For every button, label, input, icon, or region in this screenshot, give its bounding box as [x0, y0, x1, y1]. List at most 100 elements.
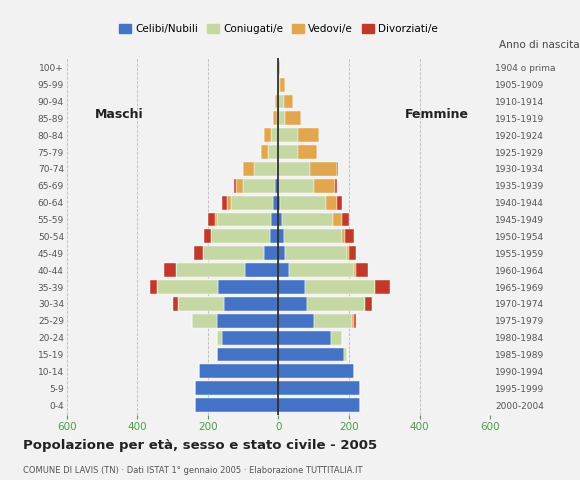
Bar — [271, 128, 278, 142]
Bar — [298, 145, 317, 159]
Bar — [277, 95, 278, 108]
Bar — [217, 331, 222, 345]
Bar — [344, 348, 347, 361]
Bar — [285, 111, 302, 125]
Bar — [284, 229, 342, 243]
Bar — [282, 213, 333, 227]
Bar — [280, 196, 326, 210]
Bar — [277, 162, 278, 176]
Bar — [178, 297, 224, 311]
Bar — [157, 280, 219, 294]
Bar — [356, 263, 368, 277]
Bar — [289, 263, 354, 277]
Bar — [222, 196, 227, 210]
Bar — [278, 263, 289, 277]
Bar — [273, 111, 277, 125]
Text: COMUNE DI LAVIS (TN) · Dati ISTAT 1° gennaio 2005 · Elaborazione TUTTITALIA.IT: COMUNE DI LAVIS (TN) · Dati ISTAT 1° gen… — [23, 466, 362, 475]
Bar — [253, 162, 277, 176]
Text: Anno di nascita: Anno di nascita — [499, 40, 579, 50]
Bar — [264, 128, 271, 142]
Bar — [217, 348, 278, 361]
Bar — [173, 297, 178, 311]
Bar — [277, 111, 278, 125]
Bar — [195, 398, 278, 412]
Bar — [278, 297, 307, 311]
Bar — [353, 314, 354, 328]
Bar — [273, 196, 278, 210]
Bar — [354, 263, 356, 277]
Bar — [284, 95, 292, 108]
Bar — [278, 280, 305, 294]
Bar — [278, 213, 282, 227]
Bar — [234, 179, 236, 192]
Text: Femmine: Femmine — [405, 108, 469, 121]
Bar — [278, 111, 285, 125]
Bar — [219, 280, 278, 294]
Bar — [278, 314, 314, 328]
Bar — [164, 263, 176, 277]
Bar — [333, 213, 342, 227]
Bar — [278, 145, 298, 159]
Bar — [347, 246, 349, 260]
Bar — [349, 246, 356, 260]
Bar — [199, 364, 278, 378]
Bar — [176, 263, 245, 277]
Bar — [278, 196, 280, 210]
Bar — [215, 213, 217, 227]
Bar — [336, 196, 342, 210]
Bar — [211, 229, 270, 243]
Bar — [278, 381, 360, 395]
Bar — [243, 162, 253, 176]
Bar — [342, 229, 346, 243]
Bar — [285, 246, 347, 260]
Bar — [245, 263, 278, 277]
Bar — [278, 229, 284, 243]
Bar — [335, 179, 336, 192]
Bar — [305, 280, 375, 294]
Bar — [314, 179, 335, 192]
Bar — [208, 213, 215, 227]
Bar — [202, 246, 264, 260]
Bar — [204, 229, 211, 243]
Bar — [336, 162, 338, 176]
Bar — [231, 196, 273, 210]
Bar — [270, 229, 278, 243]
Bar — [268, 145, 278, 159]
Bar — [278, 179, 314, 192]
Legend: Celibi/Nubili, Coniugati/e, Vedovi/e, Divorziati/e: Celibi/Nubili, Coniugati/e, Vedovi/e, Di… — [115, 20, 442, 38]
Bar — [217, 314, 278, 328]
Bar — [261, 145, 268, 159]
Bar — [278, 95, 284, 108]
Bar — [194, 246, 202, 260]
Bar — [217, 213, 271, 227]
Bar — [314, 314, 353, 328]
Bar — [278, 61, 280, 74]
Bar — [192, 314, 217, 328]
Bar — [243, 179, 275, 192]
Bar — [195, 381, 278, 395]
Bar — [278, 398, 360, 412]
Bar — [278, 128, 298, 142]
Bar — [280, 78, 285, 92]
Bar — [278, 364, 354, 378]
Bar — [275, 179, 278, 192]
Bar — [278, 331, 331, 345]
Bar — [222, 331, 278, 345]
Bar — [236, 179, 243, 192]
Bar — [331, 331, 342, 345]
Bar — [278, 246, 285, 260]
Bar — [275, 95, 277, 108]
Bar — [278, 348, 344, 361]
Bar — [375, 280, 390, 294]
Bar — [310, 162, 336, 176]
Bar — [342, 213, 349, 227]
Bar — [224, 297, 278, 311]
Bar — [271, 213, 278, 227]
Bar — [298, 128, 319, 142]
Bar — [150, 280, 157, 294]
Bar — [346, 229, 354, 243]
Bar — [278, 162, 310, 176]
Bar — [264, 246, 278, 260]
Bar — [365, 297, 372, 311]
Bar — [326, 196, 336, 210]
